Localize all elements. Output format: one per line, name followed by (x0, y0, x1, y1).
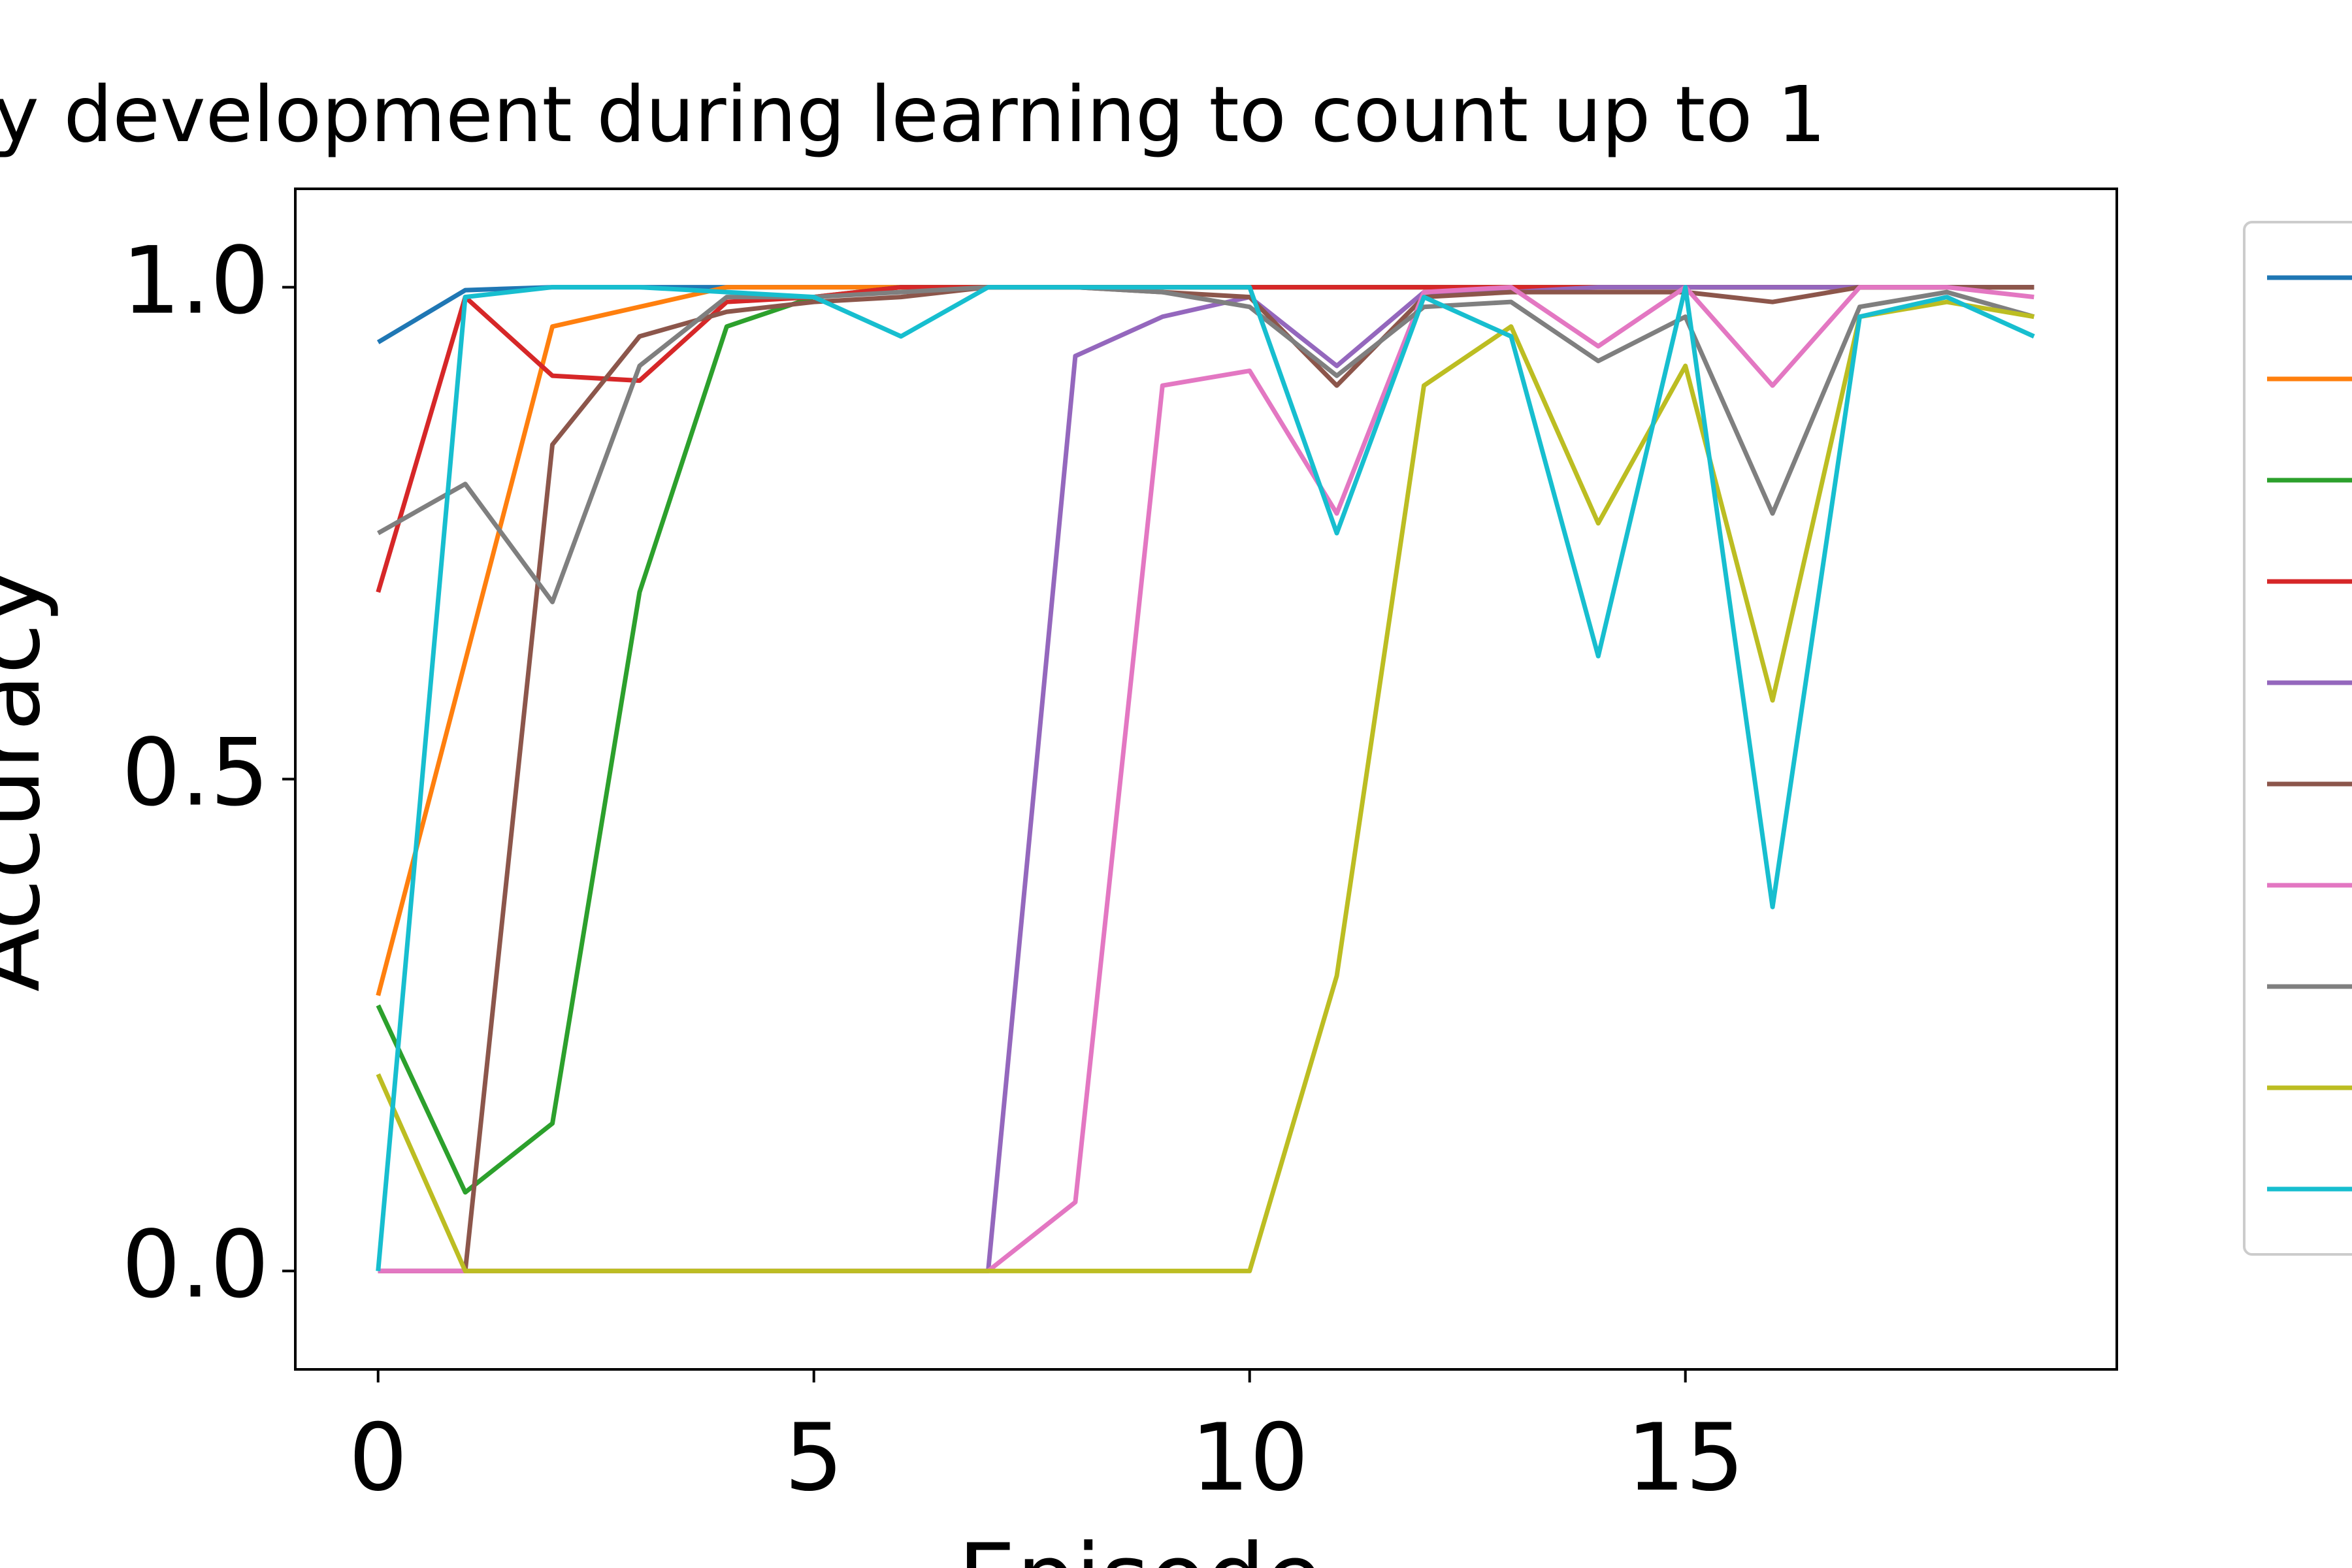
axes-frame (294, 188, 2118, 1371)
x-tick-label: 0 (349, 1404, 408, 1512)
series-line (378, 285, 2034, 1273)
series-line (376, 299, 2034, 1273)
x-tick-label: 15 (1626, 1404, 1744, 1512)
x-tick-label: 5 (785, 1404, 843, 1512)
y-tick-label: 0.5 (122, 719, 269, 827)
y-tick-label: 0.0 (122, 1211, 269, 1318)
x-tick-label: 10 (1190, 1404, 1309, 1512)
y-tick-label: 1.0 (122, 227, 269, 335)
x-axis-label: Episode (958, 1524, 1322, 1568)
y-axis-label: Accuracy (0, 568, 61, 992)
chart-title: y development during learning to count u… (0, 69, 1826, 159)
series-line (376, 285, 2035, 1271)
series-line (377, 285, 2035, 604)
